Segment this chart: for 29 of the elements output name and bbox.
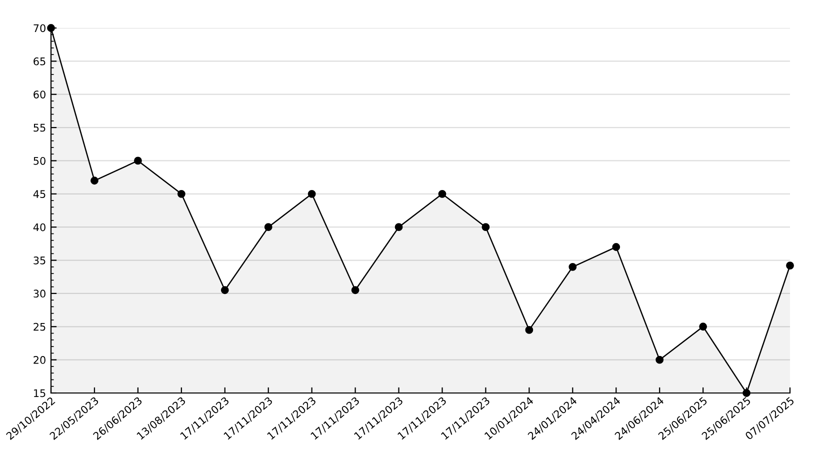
point — [656, 356, 664, 364]
y-tick-label: 45 — [33, 190, 46, 198]
y-tick-label: 30 — [34, 290, 46, 298]
point — [308, 190, 316, 198]
y-tick-label: 15 — [34, 389, 46, 398]
point — [134, 156, 142, 165]
point — [438, 190, 446, 198]
point — [264, 223, 272, 232]
point — [351, 286, 360, 294]
y-tick-label: 20 — [34, 356, 46, 364]
point — [699, 322, 708, 331]
y-tick-label: 65 — [34, 57, 46, 66]
point — [394, 223, 403, 232]
y-tick-label: 25 — [34, 322, 46, 331]
y-tick-label: 35 — [34, 256, 46, 264]
point — [568, 262, 577, 271]
y-tick-label: 70 — [34, 24, 46, 32]
y-tick-label: 55 — [34, 124, 46, 132]
point — [742, 389, 750, 397]
point — [90, 176, 98, 185]
y-tick-label: 60 — [34, 90, 46, 98]
point — [482, 223, 490, 232]
point — [786, 262, 794, 270]
point — [525, 326, 534, 334]
y-tick-label: 50 — [34, 156, 46, 165]
y-tick-label: 40 — [33, 223, 46, 232]
point — [612, 243, 620, 251]
point — [220, 286, 229, 294]
point — [177, 190, 186, 198]
